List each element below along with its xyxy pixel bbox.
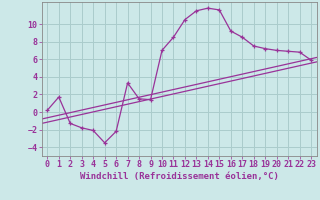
X-axis label: Windchill (Refroidissement éolien,°C): Windchill (Refroidissement éolien,°C) — [80, 172, 279, 181]
